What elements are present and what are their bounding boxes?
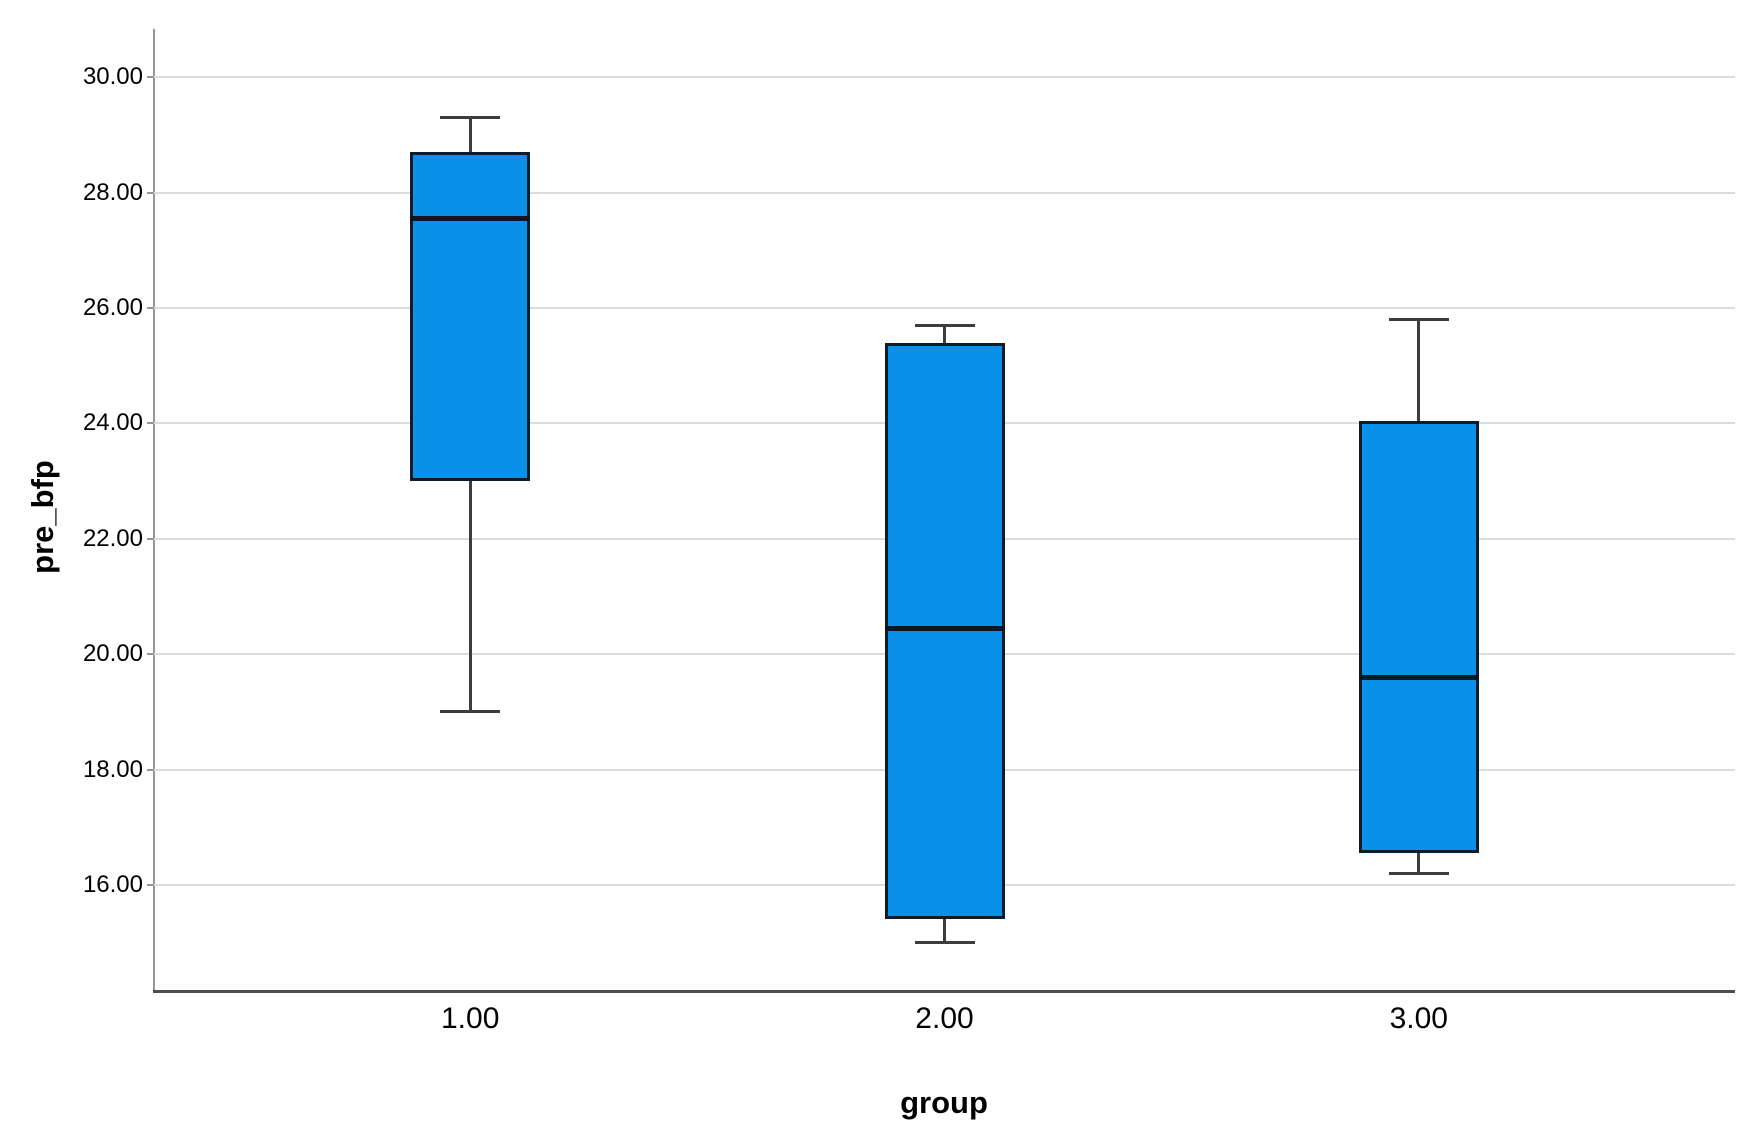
upper-whisker-cap [914,323,975,327]
y-tick-label: 16.00 [82,870,143,898]
lower-whisker-cap [440,710,501,714]
median-line [410,216,531,222]
iqr-box [1358,420,1479,854]
gridline [154,191,1735,194]
gridline [154,76,1735,79]
x-tick-label: 2.00 [915,1002,974,1035]
upper-whisker-stem [943,325,946,343]
y-tick-mark [147,768,154,771]
median-line [1358,674,1479,680]
upper-whisker-stem [468,117,472,153]
y-tick-mark [147,537,154,540]
lower-whisker-stem [468,481,472,712]
x-tick-label: 1.00 [440,1002,500,1035]
y-tick-mark [147,191,154,194]
y-tick-label: 26.00 [82,294,143,322]
y-tick-label: 20.00 [82,640,143,668]
upper-whisker-cap [440,116,501,120]
gridline [154,307,1735,310]
lower-whisker-cap [914,941,975,945]
y-tick-mark [147,883,154,886]
y-tick-label: 30.00 [82,63,143,91]
lower-whisker-stem [943,919,946,943]
y-tick-label: 18.00 [82,755,143,783]
lower-whisker-stem [1417,853,1421,874]
x-tick-label: 3.00 [1389,1002,1448,1035]
y-tick-label: 24.00 [82,409,143,437]
iqr-box [410,152,531,482]
x-axis-line [153,990,1735,993]
y-tick-label: 22.00 [82,524,143,552]
iqr-box [884,342,1005,920]
y-tick-mark [147,76,154,79]
upper-whisker-stem [1417,319,1421,421]
y-tick-mark [147,307,154,310]
y-axis-title: pre_bfp [25,460,60,574]
median-line [884,625,1005,631]
plot-area [154,29,1735,991]
y-tick-label: 28.00 [82,178,143,206]
y-tick-mark [147,653,154,656]
upper-whisker-cap [1388,318,1449,322]
y-axis-line [153,29,155,992]
x-axis-title: group [900,1085,988,1120]
y-tick-mark [147,422,154,425]
lower-whisker-cap [1388,871,1449,875]
